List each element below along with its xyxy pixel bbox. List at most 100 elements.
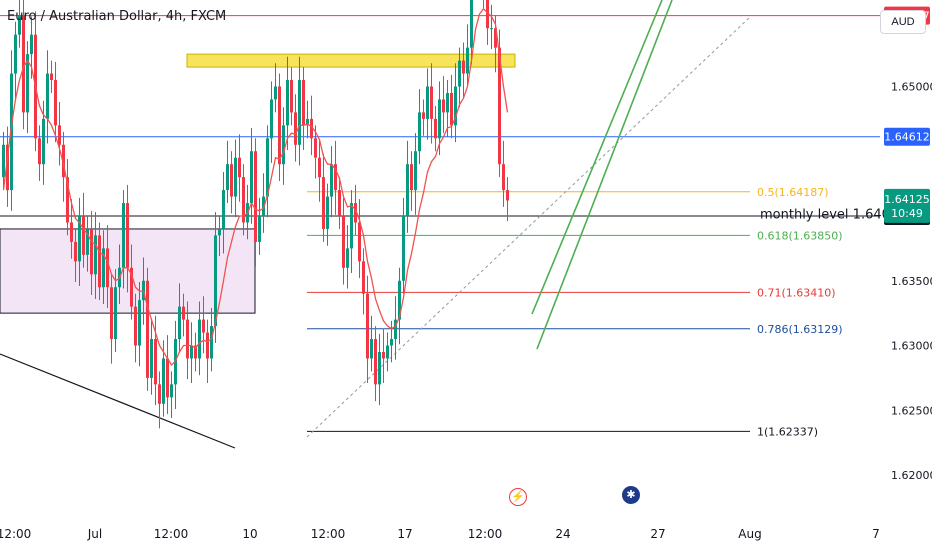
- candles-layer: [2, 0, 509, 429]
- price-badge-label-2: 1.64612: [884, 131, 930, 144]
- candle-body: [402, 216, 405, 281]
- y-tick-label: 1.62500: [891, 404, 932, 417]
- candle-body: [334, 164, 337, 191]
- candle-body: [130, 267, 133, 307]
- candle-body: [22, 15, 25, 113]
- candle-body: [18, 15, 21, 35]
- candle-body: [370, 339, 373, 359]
- candle-body: [138, 300, 141, 346]
- candle-body: [78, 216, 81, 262]
- fib-label-0.5: 0.5(1.64187): [757, 186, 829, 199]
- candle-body: [230, 164, 233, 197]
- candle-body: [278, 86, 281, 165]
- candle-body: [410, 164, 413, 191]
- flash-event-icon[interactable]: ⚡: [509, 488, 527, 506]
- candle-body: [98, 235, 101, 288]
- candle-body: [186, 319, 189, 359]
- candle-body: [274, 86, 277, 100]
- candle-body: [422, 112, 425, 119]
- australia-flag-icon[interactable]: ✱: [622, 486, 640, 504]
- x-tick-label: Jul: [87, 527, 102, 541]
- candle-body: [178, 306, 181, 340]
- candle-body: [446, 92, 449, 113]
- candle-body: [198, 319, 201, 359]
- candle-body: [338, 190, 341, 216]
- candle-body: [10, 73, 13, 191]
- candle-body: [82, 216, 85, 255]
- ema-layer: [2, 7, 509, 366]
- candle-body: [346, 248, 349, 268]
- fib-label-0.786: 0.786(1.63129): [757, 323, 843, 336]
- candle-body: [326, 196, 329, 229]
- candle-body: [454, 86, 457, 126]
- candle-body: [354, 203, 357, 223]
- candle-body: [398, 280, 401, 320]
- candle-body: [234, 157, 237, 197]
- candle-body: [166, 358, 169, 398]
- candle-body: [162, 358, 165, 404]
- candle-body: [406, 164, 409, 216]
- candle-body: [506, 190, 509, 201]
- candle-body: [302, 80, 305, 126]
- candle-body: [442, 99, 445, 113]
- candle-body: [46, 73, 49, 119]
- x-tick-label: 17: [397, 527, 412, 541]
- candle-body: [90, 228, 93, 275]
- candle-body: [110, 287, 113, 340]
- candle-body: [114, 287, 117, 340]
- candle-body: [286, 80, 289, 126]
- currency-button[interactable]: AUD: [880, 10, 926, 34]
- candle-body: [190, 345, 193, 359]
- candle-body: [502, 164, 505, 191]
- candle-body: [106, 248, 109, 288]
- candle-body: [218, 228, 221, 236]
- x-tick-label: 12:00: [154, 527, 189, 541]
- candle-body: [430, 86, 433, 119]
- candle-body: [70, 222, 73, 242]
- candle-body: [438, 99, 441, 139]
- candle-body: [42, 118, 45, 165]
- fibonacci-layer: 0(1.66037)0.5(1.64187)0.618(1.63850)0.71…: [307, 186, 843, 438]
- y-tick-label: 1.62000: [891, 469, 932, 482]
- candle-body: [450, 92, 453, 126]
- channel-line-lower: [536, 0, 673, 350]
- candle-body: [30, 34, 33, 55]
- candle-body: [242, 177, 245, 223]
- x-tick-label: 12:00: [468, 527, 503, 541]
- candle-body: [314, 138, 317, 158]
- candle-body: [226, 164, 229, 191]
- candle-body: [318, 157, 321, 178]
- x-tick-label: 12:00: [0, 527, 31, 541]
- candle-body: [50, 73, 53, 81]
- candle-body: [210, 326, 213, 359]
- candle-body: [378, 351, 381, 385]
- candle-body: [498, 47, 501, 165]
- candle-body: [214, 235, 217, 327]
- candle-body: [466, 47, 469, 74]
- candle-body: [434, 118, 437, 139]
- candle-body: [238, 157, 241, 178]
- candle-body: [306, 118, 309, 126]
- candle-body: [390, 339, 393, 346]
- candle-body: [258, 216, 261, 242]
- candle-body: [170, 384, 173, 398]
- y-tick-label: 1.63000: [891, 340, 932, 353]
- candle-body: [2, 144, 5, 178]
- candle-body: [486, 0, 489, 29]
- candle-body: [458, 60, 461, 87]
- candle-body: [494, 28, 497, 48]
- channel-line-upper: [531, 0, 663, 315]
- candle-body: [194, 345, 197, 359]
- chart-title: Euro / Australian Dollar, 4h, FXCM: [7, 9, 227, 24]
- x-tick-label: 10: [242, 527, 257, 541]
- candle-body: [310, 118, 313, 139]
- candle-body: [158, 384, 161, 404]
- current-price-countdown: 10:49: [891, 207, 923, 220]
- candle-body: [122, 203, 125, 268]
- y-tick-label: 1.65000: [891, 81, 932, 94]
- candle-body: [26, 54, 29, 113]
- fib-label-0.618: 0.618(1.63850): [757, 229, 843, 242]
- candle-body: [414, 151, 417, 191]
- candle-body: [38, 138, 41, 165]
